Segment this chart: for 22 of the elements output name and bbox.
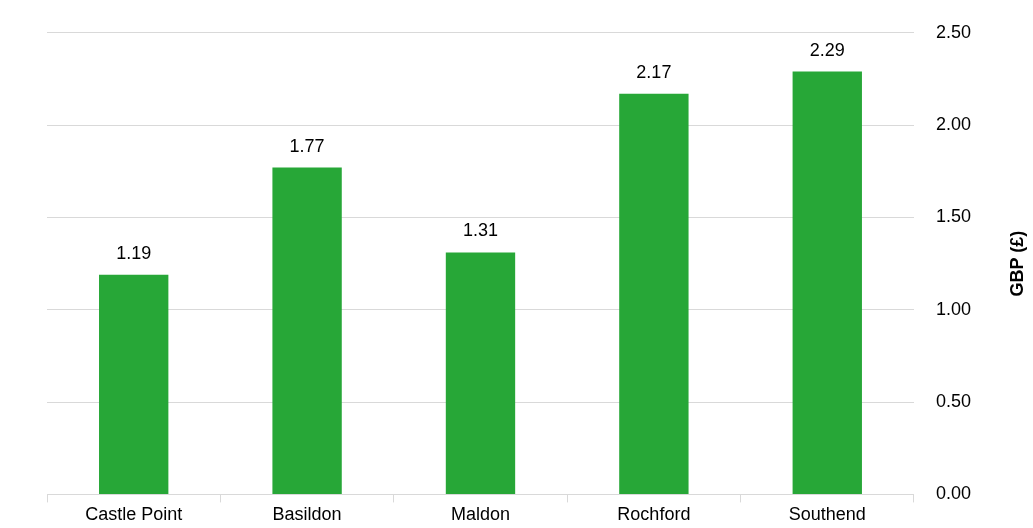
y-tick-label: 0.50: [935, 391, 972, 412]
data-label: 1.19: [116, 242, 152, 263]
data-label: 1.31: [462, 220, 499, 241]
y-tick-label: 1.50: [935, 206, 972, 227]
x-tick-label: Basildon: [272, 504, 342, 525]
y-tick-label: 0.00: [935, 483, 972, 504]
data-label: 1.77: [289, 135, 325, 156]
y-axis-title: GBP (£): [1006, 230, 1027, 297]
x-tick-label: Southend: [788, 504, 866, 525]
bar: [792, 71, 862, 494]
bar: [445, 252, 516, 494]
x-tick-label: Maldon: [450, 504, 511, 525]
bar: [272, 167, 342, 494]
data-label: 2.29: [809, 39, 845, 60]
bar: [99, 274, 169, 494]
x-tick-label: Rochford: [617, 504, 691, 525]
data-label: 2.17: [636, 61, 672, 82]
x-tick-label: Castle Point: [85, 504, 183, 525]
y-tick-label: 1.00: [935, 298, 972, 319]
y-tick-label: 2.00: [935, 114, 972, 135]
bar: [619, 93, 689, 494]
y-tick-label: 2.50: [935, 21, 972, 42]
